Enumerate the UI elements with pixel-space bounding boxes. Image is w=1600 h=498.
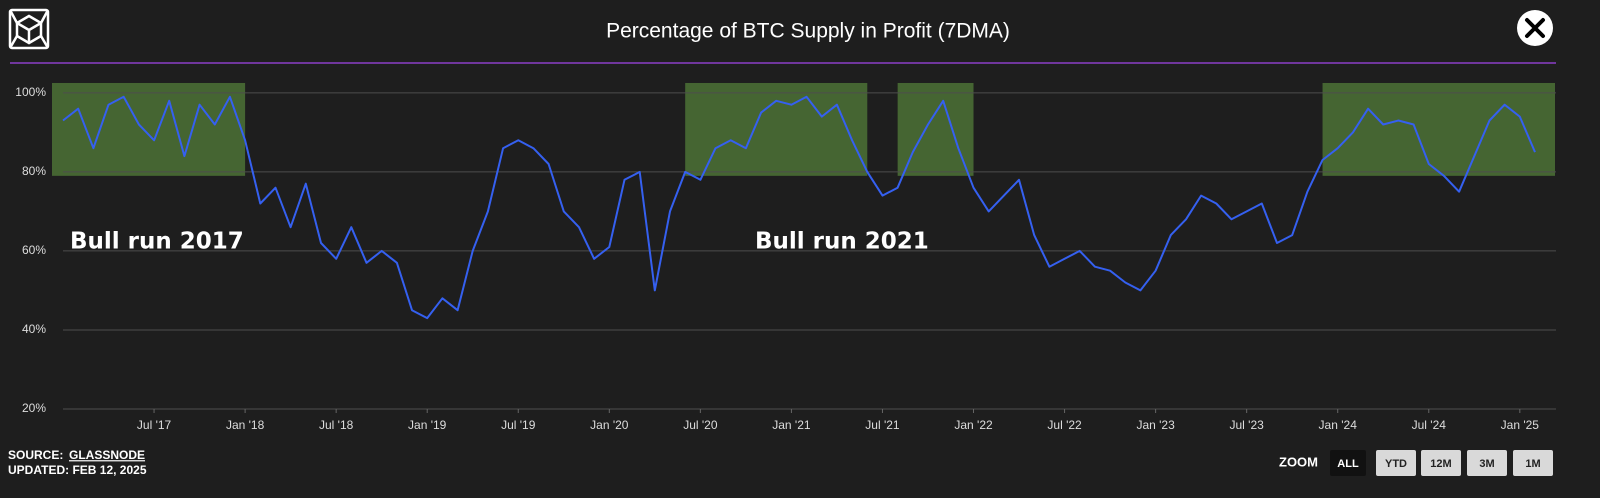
zoom-button-bg <box>1513 450 1553 476</box>
y-tick-label: 20% <box>22 401 46 415</box>
x-tick-label: Jul '24 <box>1412 418 1447 432</box>
zoom-button[interactable]: 12M <box>1421 450 1461 476</box>
x-tick-label: Jan '25 <box>1501 418 1540 432</box>
zoom-button-label: 12M <box>1430 458 1451 470</box>
x-tick-label: Jul '17 <box>137 418 172 432</box>
zoom-button[interactable]: YTD <box>1376 450 1416 476</box>
x-tick-label: Jan '22 <box>954 418 993 432</box>
highlight-region <box>52 82 246 176</box>
updated: UPDATED: FEB 12, 2025 <box>8 463 147 477</box>
y-tick-label: 100% <box>15 85 46 99</box>
annotation: Bull run 2017 <box>70 229 244 255</box>
zoom-button-label: 3M <box>1479 458 1494 470</box>
x-tick-label: Jan '18 <box>226 418 265 432</box>
x-tick-label: Jul '20 <box>683 418 718 432</box>
y-tick-label: 40% <box>22 322 46 336</box>
chart-title: Percentage of BTC Supply in Profit (7DMA… <box>606 20 1010 43</box>
close-button[interactable] <box>1517 10 1553 46</box>
data-line <box>62 95 1536 320</box>
zoom-button-label: ALL <box>1337 458 1359 470</box>
x-tick-label: Jul '18 <box>319 418 354 432</box>
y-tick-label: 80% <box>22 164 46 178</box>
x-tick-label: Jan '20 <box>590 418 629 432</box>
x-tick-label: Jan '24 <box>1319 418 1358 432</box>
zoom-button-label: 1M <box>1525 458 1540 470</box>
x-tick-label: Jul '23 <box>1230 418 1265 432</box>
x-tick-label: Jul '22 <box>1047 418 1082 432</box>
highlight-region <box>1322 82 1555 176</box>
x-tick-label: Jan '19 <box>408 418 447 432</box>
annotation: Bull run 2021 <box>755 229 929 255</box>
y-tick-label: 60% <box>22 243 46 257</box>
zoom-button[interactable]: 3M <box>1467 450 1507 476</box>
zoom-button-label: YTD <box>1385 458 1407 470</box>
x-tick-label: Jan '21 <box>772 418 811 432</box>
source-label: SOURCE: <box>8 448 63 462</box>
zoom-button-bg <box>1467 450 1507 476</box>
x-tick-label: Jul '19 <box>501 418 536 432</box>
zoom-button-bg <box>1376 450 1416 476</box>
logo <box>8 8 50 50</box>
zoom-button-bg <box>1421 450 1461 476</box>
x-tick-label: Jul '21 <box>865 418 900 432</box>
zoom-button-bg <box>1330 450 1366 476</box>
source-link[interactable]: GLASSNODE <box>69 448 145 462</box>
zoom-label: ZOOM <box>1279 454 1318 469</box>
highlight-region <box>685 82 868 176</box>
x-tick-label: Jan '23 <box>1136 418 1175 432</box>
zoom-button[interactable]: 1M <box>1513 450 1553 476</box>
zoom-button[interactable]: ALL <box>1330 450 1366 476</box>
